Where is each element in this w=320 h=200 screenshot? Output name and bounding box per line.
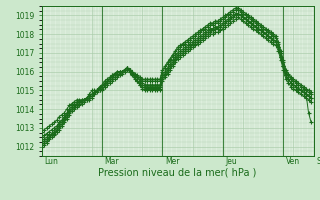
- Text: Mar: Mar: [105, 157, 119, 166]
- Text: Sa: Sa: [316, 157, 320, 166]
- X-axis label: Pression niveau de la mer( hPa ): Pression niveau de la mer( hPa ): [99, 167, 257, 177]
- Text: Jeu: Jeu: [226, 157, 237, 166]
- Text: Mer: Mer: [165, 157, 180, 166]
- Text: Lun: Lun: [44, 157, 58, 166]
- Text: Ven: Ven: [286, 157, 300, 166]
